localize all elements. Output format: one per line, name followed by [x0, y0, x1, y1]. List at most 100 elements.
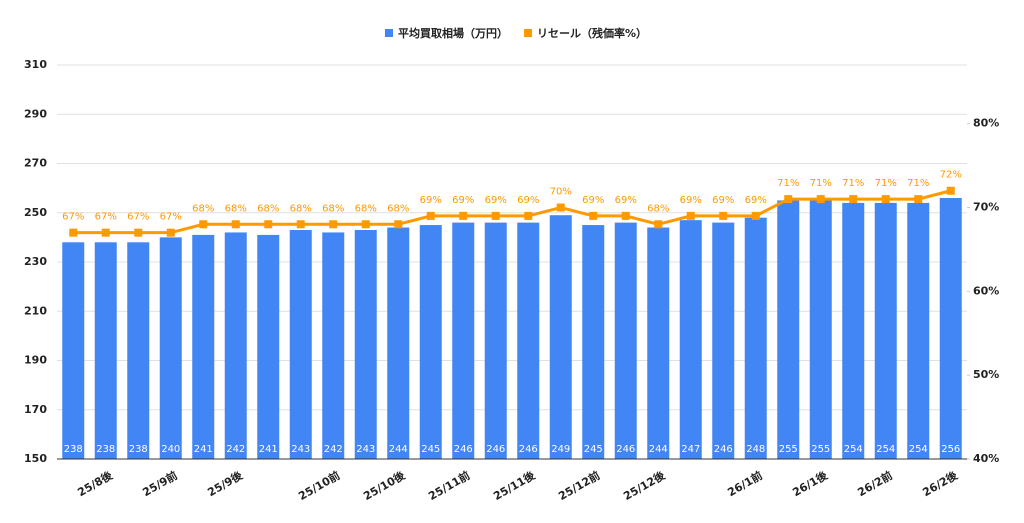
x-tick-label: 25/12後	[621, 468, 668, 503]
bar	[257, 234, 280, 459]
x-tick-label: 26/1前	[725, 468, 765, 499]
line-value-label: 68%	[192, 203, 214, 214]
bar	[94, 242, 117, 459]
y-tick-label: 270	[24, 157, 47, 170]
bar-value-label: 254	[844, 444, 863, 455]
line-value-label: 69%	[452, 195, 474, 206]
bar	[939, 197, 962, 459]
bar-value-label: 246	[454, 444, 473, 455]
bar-value-label: 242	[226, 444, 245, 455]
line-value-label: 72%	[940, 170, 962, 181]
bar	[679, 220, 702, 459]
bar	[582, 225, 605, 459]
line-value-label: 69%	[745, 195, 767, 206]
line-marker	[134, 228, 143, 237]
line-marker	[296, 220, 305, 229]
bar	[777, 200, 800, 459]
y2-tick-label: 50%	[973, 368, 999, 381]
bar	[614, 222, 637, 459]
line-marker	[329, 220, 338, 229]
bar-value-label: 245	[584, 444, 603, 455]
line-value-label: 71%	[875, 178, 897, 189]
line-value-label: 68%	[257, 203, 279, 214]
line-value-label: 68%	[647, 203, 669, 214]
bar	[419, 225, 442, 459]
bar	[484, 222, 507, 459]
line-marker	[394, 220, 403, 229]
bar-value-label: 244	[389, 444, 408, 455]
line-value-label: 69%	[615, 195, 637, 206]
line-marker	[719, 211, 728, 220]
bar-value-label: 255	[811, 444, 830, 455]
line-value-label: 69%	[680, 195, 702, 206]
line-marker	[264, 220, 273, 229]
bar	[224, 232, 247, 459]
bar-value-label: 246	[616, 444, 635, 455]
line-marker	[101, 228, 110, 237]
line-value-label: 70%	[550, 187, 572, 198]
y-tick-label: 310	[24, 58, 47, 71]
x-tick-label: 25/11後	[491, 468, 538, 503]
line-value-label: 67%	[127, 212, 149, 223]
x-tick-label: 26/1後	[790, 468, 831, 500]
bar	[354, 229, 377, 459]
bar-value-label: 246	[714, 444, 733, 455]
bar	[289, 229, 312, 459]
y-tick-label: 150	[24, 452, 47, 465]
line-marker	[946, 186, 955, 195]
x-tick-label: 25/8後	[75, 468, 116, 500]
line-value-label: 69%	[712, 195, 734, 206]
bar-value-label: 246	[519, 444, 538, 455]
line-marker	[491, 211, 500, 220]
bar	[387, 227, 410, 459]
x-tick-label: 25/10前	[296, 468, 343, 503]
line-marker	[881, 195, 890, 204]
bar	[62, 242, 85, 459]
line-value-label: 68%	[355, 203, 377, 214]
bar	[874, 202, 897, 459]
line-marker	[524, 211, 533, 220]
bar-value-label: 254	[909, 444, 928, 455]
bar-value-label: 246	[486, 444, 505, 455]
bar	[517, 222, 540, 459]
x-tick-label: 25/11前	[426, 468, 473, 503]
line-marker	[589, 211, 598, 220]
legend-label: 平均買取相場（万円）	[398, 26, 508, 40]
line-marker	[654, 220, 663, 229]
bar-value-label: 248	[746, 444, 765, 455]
bar	[322, 232, 345, 459]
bar-value-label: 247	[681, 444, 700, 455]
bar	[712, 222, 735, 459]
line-value-label: 69%	[517, 195, 539, 206]
bar-value-label: 240	[161, 444, 180, 455]
bar	[192, 234, 215, 459]
y2-tick-label: 40%	[973, 452, 999, 465]
bar	[809, 200, 832, 459]
line-marker	[231, 220, 240, 229]
x-tick-label: 25/12前	[556, 468, 603, 503]
y-tick-label: 230	[24, 255, 47, 268]
line-value-label: 68%	[387, 203, 409, 214]
y-tick-label: 250	[24, 206, 47, 219]
line-marker	[621, 211, 630, 220]
bar-value-label: 255	[779, 444, 798, 455]
line-marker	[459, 211, 468, 220]
line-marker	[426, 211, 435, 220]
line-value-label: 68%	[290, 203, 312, 214]
x-tick-label: 26/2後	[920, 468, 961, 500]
x-tick-label: 26/2前	[855, 468, 895, 499]
legend-swatch	[524, 29, 532, 37]
line-value-label: 67%	[160, 212, 182, 223]
line-value-label: 67%	[62, 212, 84, 223]
line-marker	[784, 195, 793, 204]
y2-tick-label: 60%	[973, 284, 999, 297]
line-value-label: 71%	[777, 178, 799, 189]
x-tick-label: 25/9後	[205, 468, 246, 500]
line-value-label: 69%	[582, 195, 604, 206]
bar	[647, 227, 670, 459]
bar-value-label: 238	[64, 444, 83, 455]
bar-value-label: 243	[291, 444, 310, 455]
legend-label: リセール（残価率%）	[537, 26, 647, 40]
bar-value-label: 244	[649, 444, 668, 455]
